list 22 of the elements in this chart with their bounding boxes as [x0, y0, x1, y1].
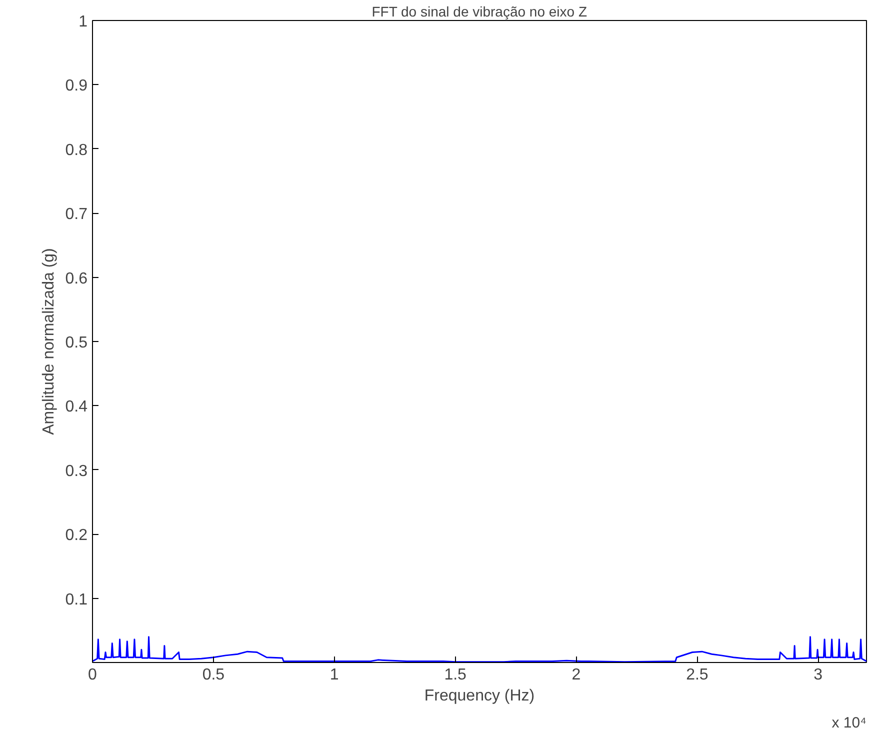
x-tick-label: 2.5	[686, 666, 708, 684]
y-tick-label: 0.1	[65, 591, 88, 608]
x-tick-label: 2	[572, 666, 581, 684]
x-tick-label: 1.5	[444, 666, 467, 684]
y-tick-label: 0.5	[65, 334, 88, 352]
x-tick-label: 3	[814, 666, 823, 684]
y-axis-title: Amplitude normalizada (g)	[40, 248, 58, 435]
x-tick-label: 0.5	[202, 666, 225, 684]
y-tick-label: 0.6	[65, 270, 88, 288]
line-series	[92, 636, 866, 662]
text: x 10⁴	[832, 714, 867, 732]
y-tick-label: 0.9	[65, 78, 88, 95]
x-tick-label: 1	[330, 666, 339, 684]
x-tick-label: 0	[88, 666, 98, 684]
y-tick-label: 0.2	[65, 527, 88, 544]
y-tick-label: 0.7	[65, 206, 88, 224]
y-tick-label: 0.3	[65, 462, 88, 480]
chart-title: FFT do sinal de vibração no eixo Z	[372, 4, 588, 20]
y-tick-label: 0.4	[65, 398, 88, 416]
y-tick-label: 0.8	[65, 142, 88, 159]
y-tick-label: 1	[78, 14, 88, 30]
x-axis-title: Frequency (Hz)	[424, 688, 535, 704]
